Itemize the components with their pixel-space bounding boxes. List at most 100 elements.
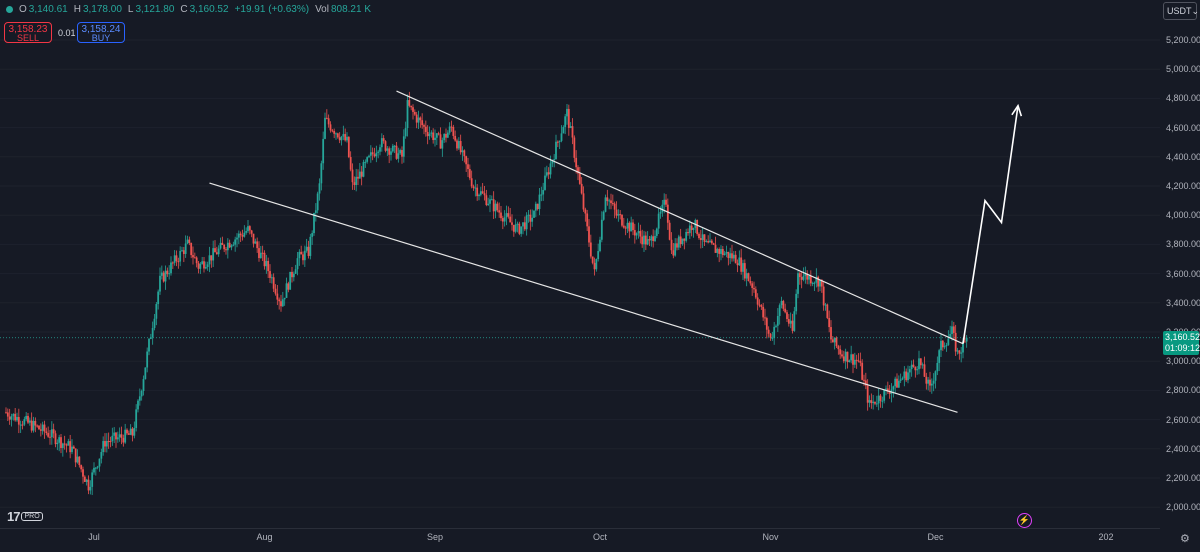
candle-body	[751, 283, 754, 288]
sell-label: SELL	[16, 33, 40, 43]
candle-body	[303, 250, 306, 261]
candle-body	[962, 341, 964, 353]
candle-body	[212, 248, 215, 261]
candle-body	[918, 358, 920, 370]
candle-body	[446, 132, 449, 138]
candle-body	[688, 225, 691, 234]
trendline-upper	[396, 90, 964, 345]
candle-body	[886, 388, 889, 392]
tradingview-logo[interactable]: 17 PRO	[7, 509, 43, 524]
buy-button[interactable]: 3,158.24 BUY	[77, 22, 125, 43]
candle-body	[428, 133, 431, 137]
currency-selector[interactable]: USDT ⌄	[1163, 2, 1199, 20]
gear-icon[interactable]: ⚙	[1180, 533, 1190, 545]
candle-body	[254, 241, 257, 244]
candle-body	[102, 441, 105, 453]
candle-body	[435, 133, 438, 138]
candle-body	[619, 214, 622, 216]
candle-body	[841, 354, 843, 357]
candle-body	[617, 214, 620, 216]
candle-body	[529, 214, 532, 222]
candle-body	[34, 420, 37, 426]
candle-body	[52, 429, 55, 434]
change-value: +19.91 (+0.63%)	[234, 4, 310, 15]
candle-body	[573, 137, 576, 158]
volume-key: Vol	[315, 4, 329, 15]
candle-body	[10, 416, 13, 420]
candle-body	[699, 238, 702, 241]
candle-body	[168, 273, 171, 275]
candle-body	[633, 230, 636, 236]
candle-body	[787, 319, 790, 324]
candle-body	[16, 416, 18, 421]
candle-body	[287, 283, 290, 290]
candle-body	[193, 257, 196, 259]
candle-body	[357, 176, 359, 179]
candle-body	[417, 117, 420, 123]
candle-body	[828, 317, 831, 328]
candle-body	[468, 169, 471, 179]
candle-body	[819, 279, 821, 287]
candle-body	[754, 289, 757, 298]
candle-body	[908, 369, 911, 373]
candle-body	[437, 133, 440, 135]
candle-body	[786, 312, 788, 320]
candle-body	[698, 233, 700, 239]
sell-button[interactable]: 3,158.23 SELL	[4, 22, 52, 43]
candle-body	[256, 241, 259, 249]
candle-body	[463, 150, 466, 157]
candle-body	[562, 127, 565, 134]
last-price-label: 3,160.52 01:09:12	[1163, 331, 1200, 355]
candle-body	[377, 151, 380, 153]
candle-body	[421, 120, 424, 126]
lightning-icon[interactable]: ⚡	[1017, 513, 1032, 528]
candle-body	[628, 222, 631, 232]
candle-body	[718, 249, 721, 254]
candle-body	[298, 251, 301, 259]
candle-body	[126, 429, 128, 434]
candle-body	[215, 252, 218, 255]
candle-body	[397, 153, 400, 159]
candle-body	[934, 371, 937, 381]
candle-body	[111, 435, 114, 442]
candle-body	[522, 222, 524, 227]
candle-body	[837, 346, 840, 350]
candle-body	[175, 255, 178, 262]
candle-body	[589, 242, 592, 257]
candle-body	[670, 239, 673, 251]
candle-body	[692, 227, 695, 231]
candle-body	[798, 273, 801, 278]
x-tick-label: Sep	[426, 532, 444, 542]
candle-body	[426, 131, 429, 137]
candle-body	[938, 350, 941, 363]
candle-body	[457, 141, 460, 149]
candle-body	[214, 248, 216, 253]
candle-body	[727, 251, 730, 259]
candle-body	[461, 150, 464, 153]
candle-body	[745, 273, 748, 279]
candle-body	[797, 273, 799, 294]
candle-body	[888, 391, 891, 394]
candle-body	[716, 249, 719, 253]
candle-body	[775, 325, 777, 327]
candle-body	[947, 338, 950, 345]
candle-body	[186, 239, 189, 244]
candle-body	[885, 388, 887, 390]
candle-body	[676, 243, 678, 248]
candle-body	[441, 140, 444, 149]
candle-body	[496, 203, 499, 211]
candle-body	[765, 318, 768, 330]
candle-body	[58, 437, 61, 443]
candle-body	[138, 396, 141, 401]
candle-body	[85, 479, 88, 482]
candle-body	[104, 441, 106, 447]
candle-body	[901, 378, 904, 380]
candle-body	[611, 203, 614, 205]
candle-body	[362, 162, 365, 177]
candle-body	[588, 226, 590, 243]
candle-body	[327, 118, 330, 125]
candle-body	[547, 172, 550, 175]
candle-body	[93, 467, 95, 473]
candle-body	[401, 150, 403, 157]
